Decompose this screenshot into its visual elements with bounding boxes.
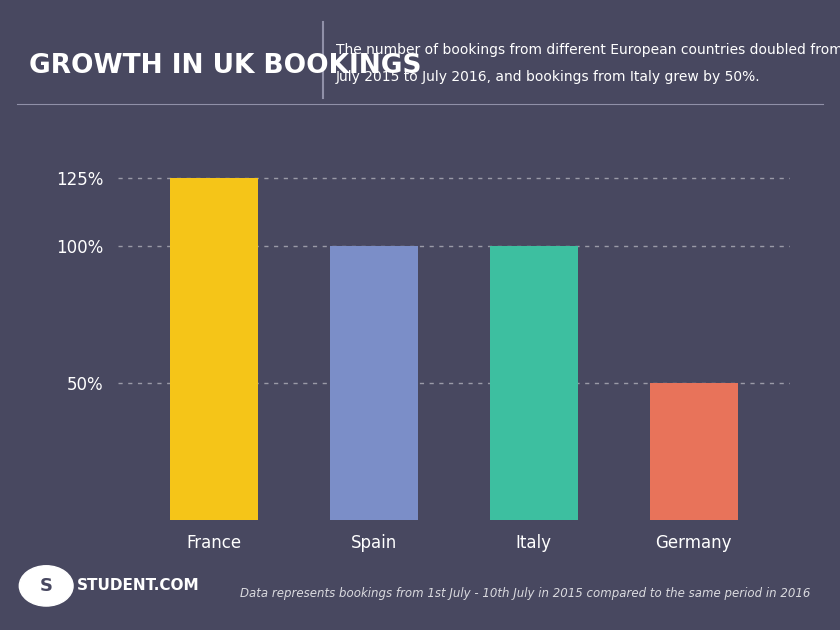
Text: Data represents bookings from 1st July - 10th July in 2015 compared to the same : Data represents bookings from 1st July -… [240,587,811,600]
Bar [490,246,578,520]
Bar [170,178,258,520]
Text: GROWTH IN UK BOOKINGS: GROWTH IN UK BOOKINGS [29,53,422,79]
Text: The number of bookings from different European countries doubled from: The number of bookings from different Eu… [336,43,840,57]
Text: S: S [39,577,53,595]
Bar [649,383,738,520]
Text: July 2015 to July 2016, and bookings from Italy grew by 50%.: July 2015 to July 2016, and bookings fro… [336,70,761,84]
Bar [329,246,417,520]
Text: STUDENT.COM: STUDENT.COM [77,578,200,593]
